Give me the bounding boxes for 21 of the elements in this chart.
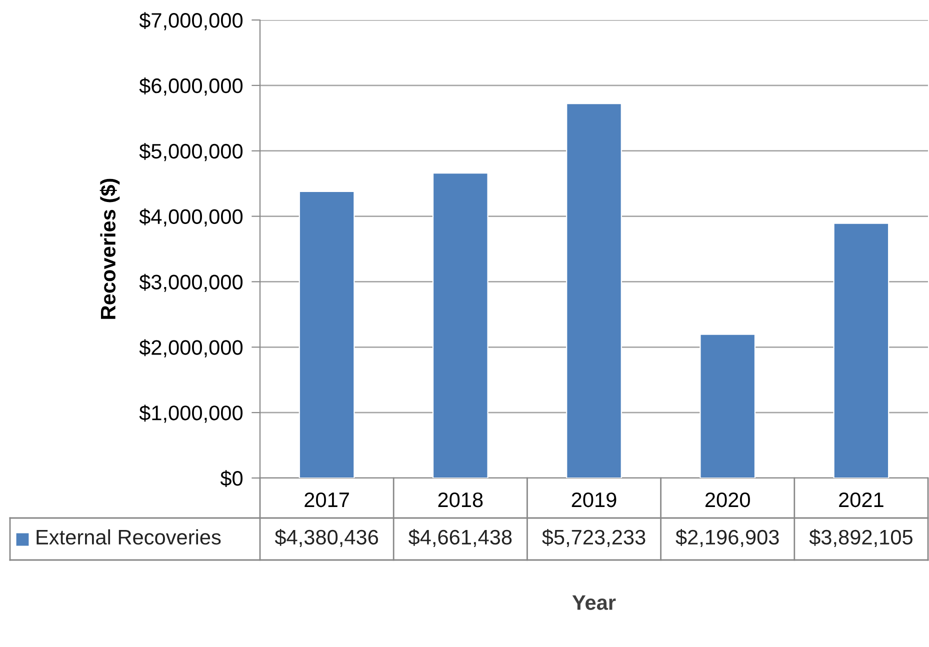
y-tick-label: $7,000,000 <box>139 12 243 30</box>
y-tick-label: $5,000,000 <box>139 142 243 162</box>
x-tick-label: 2020 <box>705 492 750 508</box>
data-label: $4,661,438 <box>408 528 512 548</box>
x-tick-label: 2019 <box>572 492 616 508</box>
legend-label: External Recoveries <box>36 529 221 545</box>
y-axis-title: Recoveries ($) <box>100 178 120 319</box>
x-axis-title: Year <box>572 595 616 610</box>
x-tick-label: 2021 <box>839 492 884 508</box>
y-tick-label: $3,000,000 <box>139 274 243 292</box>
y-tick-label: $6,000,000 <box>139 78 243 96</box>
x-tick-label: 2018 <box>438 492 483 508</box>
y-tick-label: $4,000,000 <box>139 208 243 226</box>
data-label: $5,723,233 <box>542 528 646 548</box>
y-tick-label: $2,000,000 <box>139 339 243 358</box>
data-label: $3,892,105 <box>809 528 912 548</box>
data-label: $4,380,436 <box>274 528 378 548</box>
data-label: $2,196,903 <box>676 528 779 548</box>
x-tick-label: 2017 <box>304 492 349 508</box>
y-tick-label: $1,000,000 <box>139 404 243 423</box>
y-tick-label: $0 <box>220 470 243 487</box>
